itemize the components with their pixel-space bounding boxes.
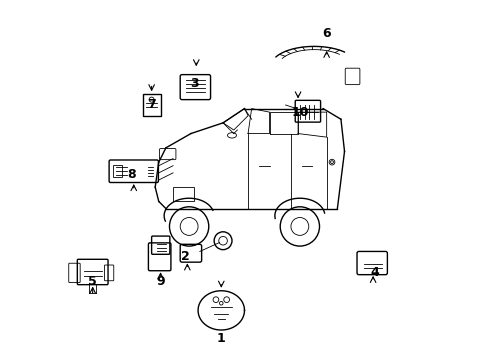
Text: 9: 9 bbox=[156, 275, 164, 288]
Bar bbox=[173, 187, 194, 202]
Text: 1: 1 bbox=[217, 333, 225, 346]
Bar bbox=[142, 94, 160, 116]
Text: 6: 6 bbox=[322, 27, 330, 40]
Text: 8: 8 bbox=[127, 168, 136, 181]
Bar bbox=[113, 165, 122, 177]
Text: 7: 7 bbox=[147, 99, 156, 112]
Text: 3: 3 bbox=[190, 77, 199, 90]
Text: 4: 4 bbox=[370, 266, 379, 279]
Text: 2: 2 bbox=[181, 250, 189, 263]
Text: 10: 10 bbox=[290, 105, 308, 119]
Text: 5: 5 bbox=[88, 275, 97, 288]
